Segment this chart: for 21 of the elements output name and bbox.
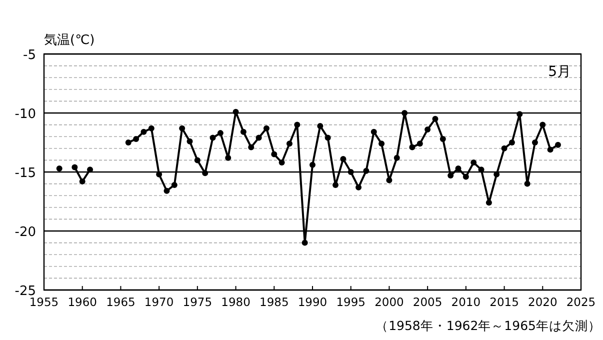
text: （1958年・1962年～1965年は欠測） <box>376 318 601 333</box>
x-tick-label: 2020 <box>528 295 558 309</box>
x-tick-label: 1985 <box>260 295 289 309</box>
x-tick-label: 1975 <box>182 295 212 309</box>
y-tick-label: -20 <box>14 225 36 240</box>
x-tick-label: 1970 <box>144 295 174 309</box>
annotation: 5月 <box>548 64 571 80</box>
x-tick-label: 1965 <box>106 295 136 309</box>
x-tick-label: 2025 <box>566 295 596 309</box>
x-tick-label: 1990 <box>298 295 328 309</box>
x-tick-label: 1980 <box>221 295 250 309</box>
y-tick-label: -15 <box>14 166 36 181</box>
x-tick-label: 2015 <box>490 295 519 309</box>
y-axis-title: 気温(℃) <box>44 33 95 48</box>
x-tick-label: 1995 <box>336 295 366 309</box>
x-tick-label: 2000 <box>374 295 404 309</box>
y-tick-label: -10 <box>14 107 36 122</box>
x-tick-label: 2005 <box>412 295 442 309</box>
x-tick-label: 2010 <box>451 295 481 309</box>
x-tick-label: 1960 <box>68 295 97 309</box>
y-tick-label: -5 <box>23 48 36 63</box>
